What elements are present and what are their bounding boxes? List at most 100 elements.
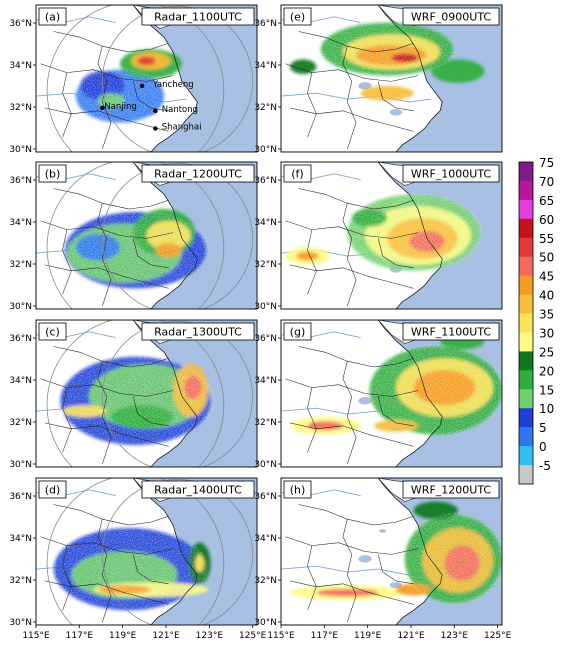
province-border bbox=[285, 63, 419, 82]
province-border bbox=[97, 361, 112, 465]
coastline bbox=[377, 320, 443, 467]
colorbar-tick-label: 75 bbox=[539, 156, 554, 170]
lat-tick-label: 30°N bbox=[254, 302, 277, 312]
colorbar-segment bbox=[519, 313, 533, 333]
colorbar-segment bbox=[519, 199, 533, 220]
province-border bbox=[377, 238, 414, 269]
radar-range-ring bbox=[46, 162, 225, 309]
province-border bbox=[307, 229, 317, 295]
colorbar-segment bbox=[519, 332, 533, 352]
province-border bbox=[53, 504, 169, 526]
panel-letter: (h) bbox=[290, 484, 306, 497]
province-border bbox=[53, 346, 169, 368]
province-border bbox=[53, 31, 169, 53]
radar-range-ring bbox=[101, 162, 253, 309]
panel-letter-box bbox=[38, 480, 67, 499]
panel-frame bbox=[35, 319, 258, 468]
lat-tick-label: 32°N bbox=[9, 260, 32, 270]
panel-title-box bbox=[402, 322, 500, 341]
colorbar-segment bbox=[519, 162, 533, 182]
panel-title: WRF_1200UTC bbox=[411, 484, 491, 497]
colorbar-segment bbox=[519, 370, 533, 390]
province-border bbox=[132, 554, 169, 585]
echo-texture bbox=[340, 33, 443, 71]
coastline bbox=[377, 162, 443, 309]
province-border bbox=[40, 378, 174, 397]
panels-layer: Yancheng Nanjing Nantong Shanghai (a) Radar_1… bbox=[9, 4, 512, 641]
lon-tick-label: 119°E bbox=[354, 631, 382, 641]
province-border bbox=[62, 229, 72, 295]
province-border bbox=[44, 107, 169, 132]
colorbar-segment bbox=[519, 218, 533, 239]
panel-frame bbox=[280, 161, 503, 310]
colorbar-segment bbox=[519, 294, 533, 314]
province-border bbox=[97, 203, 112, 307]
radar-range-ring bbox=[46, 478, 225, 625]
panel-title: Radar_1400UTC bbox=[154, 484, 242, 497]
colorbar-tick-label: 65 bbox=[539, 194, 554, 208]
lake bbox=[389, 109, 403, 116]
lat-tick-label: 36°N bbox=[9, 492, 32, 502]
lon-tick-label: 117°E bbox=[66, 631, 94, 641]
panel-title-box bbox=[402, 480, 500, 499]
province-border bbox=[132, 396, 169, 427]
city-label: Shanghai bbox=[162, 122, 202, 132]
panel-letter-box bbox=[38, 7, 67, 26]
lon-tick-label: 125°E bbox=[484, 631, 512, 641]
province-border bbox=[62, 545, 72, 611]
panel-title-box bbox=[141, 164, 255, 183]
panel-letter: (a) bbox=[45, 11, 60, 24]
province-border bbox=[132, 238, 169, 269]
province-border bbox=[285, 220, 419, 239]
colorbar-segment bbox=[519, 389, 533, 409]
province-border bbox=[40, 536, 174, 555]
colorbar-tick-label: -5 bbox=[539, 459, 551, 473]
lat-tick-label: 30°N bbox=[9, 145, 32, 155]
lon-tick-label: 119°E bbox=[109, 631, 137, 641]
lon-tick-label: 121°E bbox=[152, 631, 180, 641]
panel-title-box bbox=[402, 7, 500, 26]
province-border bbox=[285, 536, 419, 555]
colorbar-tick-label: 70 bbox=[539, 175, 554, 189]
panel-frame bbox=[280, 319, 503, 468]
city-marker bbox=[153, 108, 158, 114]
colorbar-tick-label: 0 bbox=[539, 440, 547, 454]
radar-range-ring bbox=[46, 320, 225, 467]
lat-tick-label: 32°N bbox=[9, 103, 32, 113]
panel-letter-box bbox=[283, 322, 312, 341]
echo-texture bbox=[420, 526, 495, 595]
lat-tick-label: 32°N bbox=[254, 260, 277, 270]
lat-tick-label: 30°N bbox=[254, 618, 277, 628]
city-label: Yancheng bbox=[152, 80, 194, 90]
panel-letter: (f) bbox=[291, 168, 303, 181]
colorbar-tick-label: 40 bbox=[539, 289, 554, 303]
map-panel: (e) WRF_0900UTC 36°N 34°N 32°N 30°N bbox=[254, 4, 503, 155]
colorbar-tick-label: 25 bbox=[539, 345, 554, 359]
colorbar-frame bbox=[518, 161, 534, 485]
echo-texture bbox=[393, 356, 496, 419]
lat-tick-label: 34°N bbox=[9, 61, 32, 71]
province-border bbox=[62, 387, 72, 453]
province-border bbox=[44, 422, 169, 447]
lat-tick-label: 36°N bbox=[9, 19, 32, 29]
echo-texture bbox=[68, 550, 181, 600]
colorbar-segment bbox=[519, 446, 533, 466]
map-panel: (f) WRF_1000UTC 36°N 34°N 32°N 30°N bbox=[254, 161, 503, 312]
province-border bbox=[132, 81, 169, 112]
colorbar-segment bbox=[519, 465, 533, 485]
lon-tick-label: 115°E bbox=[267, 631, 295, 641]
map-panel: (c) Radar_1300UTC 36°N 34°N 32°N 30°N bbox=[9, 319, 258, 470]
lat-tick-label: 34°N bbox=[254, 534, 277, 544]
lat-tick-label: 36°N bbox=[254, 492, 277, 502]
map-panel: (b) Radar_1200UTC 36°N 34°N 32°N 30°N bbox=[9, 161, 258, 312]
colorbar-tick-label: 10 bbox=[539, 402, 554, 416]
province-border bbox=[342, 46, 357, 150]
panel-letter-box bbox=[38, 322, 67, 341]
province-border bbox=[40, 63, 174, 82]
province-border bbox=[298, 346, 414, 368]
colorbar-segment bbox=[519, 351, 533, 371]
province-border bbox=[377, 81, 414, 112]
lat-tick-label: 32°N bbox=[9, 576, 32, 586]
panel-letter: (e) bbox=[290, 11, 305, 24]
